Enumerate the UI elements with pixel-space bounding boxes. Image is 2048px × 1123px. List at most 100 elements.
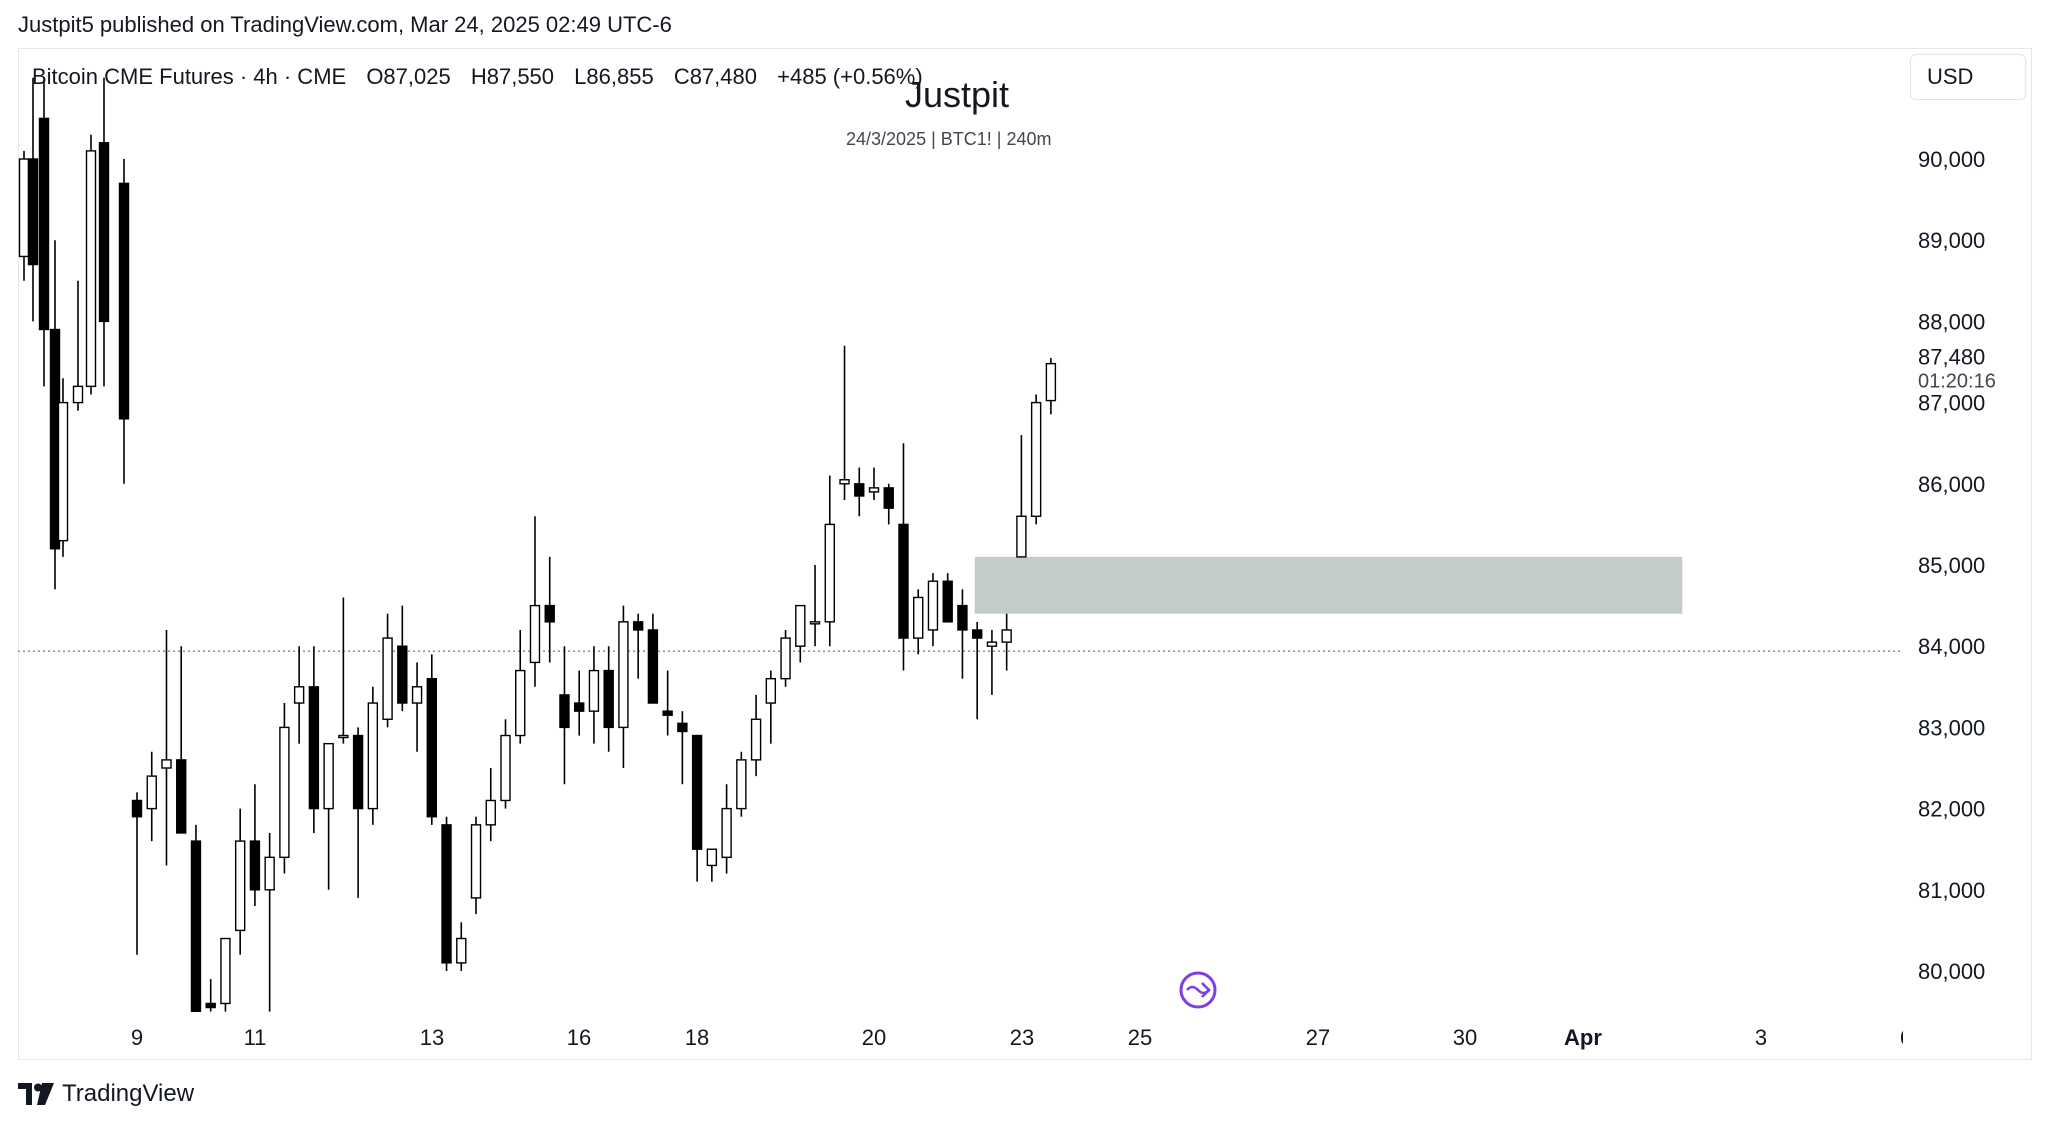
candle-body	[809, 621, 821, 625]
tradingview-label: TradingView	[62, 1080, 195, 1107]
candle-body	[750, 718, 762, 761]
y-tick-label: 81,000	[1918, 878, 1985, 903]
candle-body	[1045, 362, 1057, 402]
candle-body	[691, 734, 703, 850]
publish-info: Justpit5 published on TradingView.com, M…	[18, 12, 672, 37]
y-tick-label: 83,000	[1918, 715, 1985, 740]
candle-body	[352, 734, 364, 810]
candle-body	[176, 759, 187, 834]
x-tick-label: 9	[131, 1025, 143, 1050]
candle-body	[131, 799, 143, 818]
author-subtitle: 24/3/2025 | BTC1! | 240m	[846, 129, 1052, 149]
candle-body	[780, 637, 791, 680]
x-tick-label: 27	[1306, 1025, 1330, 1050]
candle-body	[971, 629, 983, 639]
candle-body	[279, 726, 290, 859]
y-tick-label: 88,000	[1918, 309, 1985, 334]
candle-body	[382, 637, 393, 720]
x-tick-label: 30	[1453, 1025, 1477, 1050]
bar-countdown: 01:20:16	[1918, 371, 1996, 393]
candle-body	[868, 487, 880, 493]
candle-body	[632, 621, 644, 631]
candle-body	[411, 686, 423, 704]
x-tick-label: 18	[685, 1025, 709, 1050]
x-tick-label: 20	[862, 1025, 886, 1050]
symbol-legend: Bitcoin CME Futures · 4h · CME O87,025 H…	[32, 64, 937, 90]
candle-body	[441, 824, 452, 964]
candle-body	[736, 759, 747, 810]
candle-body	[824, 523, 835, 623]
y-tick-label: 80,000	[1918, 959, 1985, 984]
jump-to-realtime-icon[interactable]	[1178, 970, 1218, 1010]
y-tick-label: 89,000	[1918, 228, 1985, 253]
candle-body	[18, 158, 30, 258]
y-tick-label: 86,000	[1918, 472, 1985, 497]
tradingview-logo-icon	[18, 1083, 54, 1105]
candle-body	[485, 799, 496, 826]
last-price-label: 87,480	[1918, 345, 1985, 370]
candle-body	[397, 645, 408, 704]
candle-body	[898, 523, 909, 639]
candle-body	[913, 596, 924, 639]
candle-body	[470, 824, 482, 899]
axis-edge-mask	[1903, 1020, 1933, 1056]
candle-body	[72, 385, 84, 404]
x-tick-label: 25	[1128, 1025, 1152, 1050]
candle-body	[249, 840, 261, 891]
y-tick-label: 84,000	[1918, 634, 1985, 659]
candle-body	[146, 775, 157, 810]
candle-body	[323, 742, 334, 810]
legend-symbol[interactable]: Bitcoin CME Futures · 4h · CME	[32, 64, 347, 89]
legend-open: O87,025	[366, 64, 451, 89]
candle-body	[85, 150, 97, 388]
candle-body	[588, 669, 600, 712]
x-tick-label: 11	[244, 1025, 267, 1050]
candle-body	[647, 629, 659, 704]
candle-body	[677, 722, 688, 733]
candle-body	[220, 937, 231, 1005]
author-name: Justpit	[905, 74, 1010, 115]
legend-low: L86,855	[574, 64, 654, 89]
candle-body	[662, 710, 673, 716]
supply-demand-zone	[974, 556, 1683, 614]
candle-body	[986, 641, 998, 647]
chart-frame[interactable]	[18, 48, 2032, 1060]
tradingview-brand[interactable]: TradingView	[18, 1080, 194, 1108]
legend-close: C87,480	[673, 64, 757, 89]
candle-body	[795, 604, 806, 647]
candle-body	[559, 694, 570, 729]
x-tick-label: 16	[567, 1025, 591, 1050]
candle-body	[544, 604, 555, 623]
candle-body	[161, 759, 172, 769]
x-tick-label: 3	[1755, 1025, 1767, 1050]
candle-body	[27, 158, 39, 266]
currency-button[interactable]: USD	[1910, 54, 2026, 100]
candle-body	[190, 840, 202, 1012]
candle-body	[529, 604, 541, 664]
candle-body	[293, 686, 305, 704]
candle-body	[706, 848, 718, 867]
legend-high: H87,550	[470, 64, 555, 89]
legend-change: +485 (+0.56%)	[777, 64, 923, 89]
y-tick-label: 90,000	[1918, 147, 1985, 172]
candle-body	[618, 621, 629, 729]
candle-body	[205, 1002, 216, 1009]
candle-body	[308, 686, 320, 810]
candle-body	[234, 840, 246, 932]
y-tick-label: 85,000	[1918, 553, 1985, 578]
candle-body	[721, 807, 732, 859]
candle-body	[118, 182, 130, 420]
candle-body	[765, 677, 777, 704]
x-tick-label: 13	[420, 1025, 444, 1050]
candle-body	[927, 580, 939, 631]
candle-body	[1016, 515, 1027, 558]
last-price-tag	[1912, 339, 2022, 390]
candle-body	[883, 487, 894, 509]
candle-body	[574, 702, 585, 712]
y-tick-label: 82,000	[1918, 797, 1985, 822]
y-tick-label: 87,000	[1918, 391, 1985, 416]
candle-body	[942, 580, 953, 623]
candle-body	[1030, 401, 1042, 517]
plot-area	[18, 77, 1900, 1012]
